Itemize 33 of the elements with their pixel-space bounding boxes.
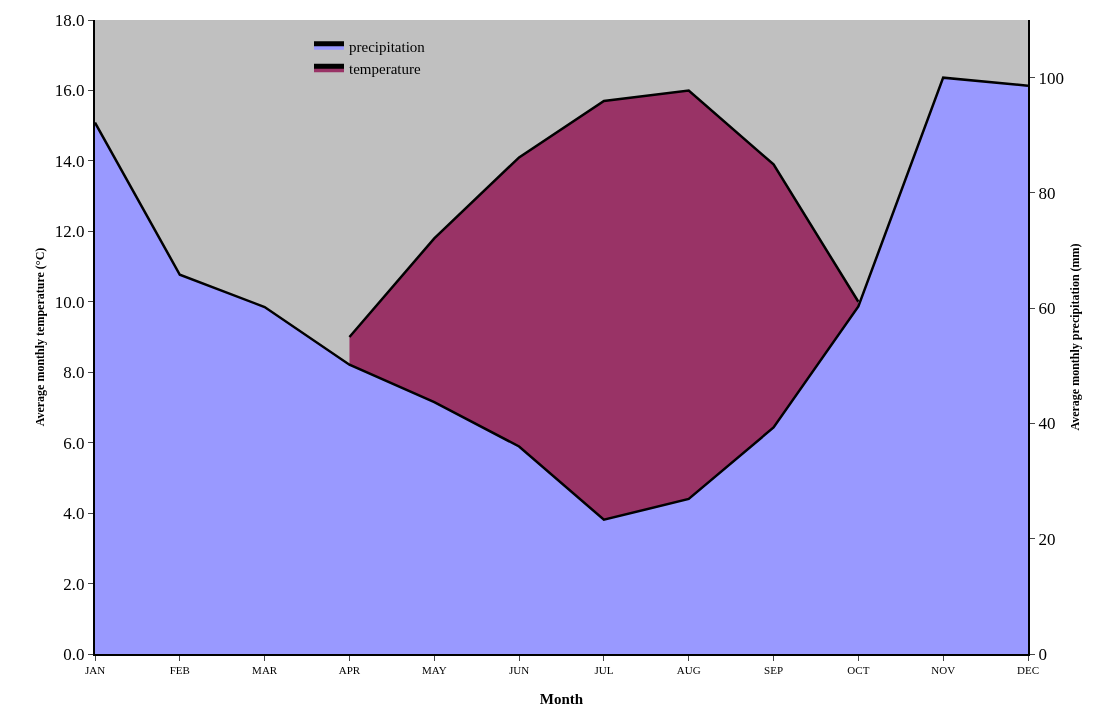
- x-tick-label: OCT: [847, 664, 870, 677]
- y-tick-label: 6.0: [63, 433, 85, 453]
- x-tick-label: SEP: [764, 664, 784, 677]
- x-tick-label: JUN: [509, 664, 530, 677]
- y-tick-label: 0.0: [63, 644, 85, 664]
- x-tick-label: AUG: [676, 664, 701, 677]
- x-axis-title: Month: [539, 690, 584, 707]
- legend-label: precipitation: [349, 38, 426, 55]
- y-tick-label: 10.0: [54, 292, 85, 312]
- y-axis-title: Average monthly temperature (°C): [32, 247, 47, 427]
- x-tick-label: FEB: [169, 664, 190, 677]
- y-tick-label: 8.0: [63, 363, 85, 383]
- y2-tick-label: 40: [1038, 414, 1056, 434]
- y-tick-label: 18.0: [54, 10, 85, 30]
- x-tick-label: JAN: [84, 664, 106, 677]
- x-tick-label: MAR: [252, 664, 278, 677]
- x-tick-label: NOV: [931, 664, 956, 677]
- x-tick-label: JUL: [594, 664, 614, 677]
- y-tick-label: 4.0: [63, 504, 85, 524]
- y2-tick-label: 100: [1038, 68, 1064, 88]
- x-tick-label: MAY: [421, 664, 447, 677]
- y-tick-label: 14.0: [54, 151, 85, 171]
- x-tick-label: APR: [338, 664, 361, 677]
- y2-tick-label: 60: [1038, 299, 1056, 319]
- y2-tick-label: 80: [1038, 183, 1056, 203]
- y2-tick-label: 0: [1038, 644, 1047, 664]
- y2-axis-title: Average monthly precipitation (mm): [1068, 243, 1083, 431]
- x-tick-label: DEC: [1017, 664, 1039, 677]
- y2-tick-label: 20: [1038, 529, 1056, 549]
- y-tick-label: 2.0: [63, 574, 85, 594]
- legend-label: temperature: [349, 61, 421, 78]
- y-tick-label: 12.0: [54, 222, 85, 242]
- y-tick-label: 16.0: [54, 81, 85, 101]
